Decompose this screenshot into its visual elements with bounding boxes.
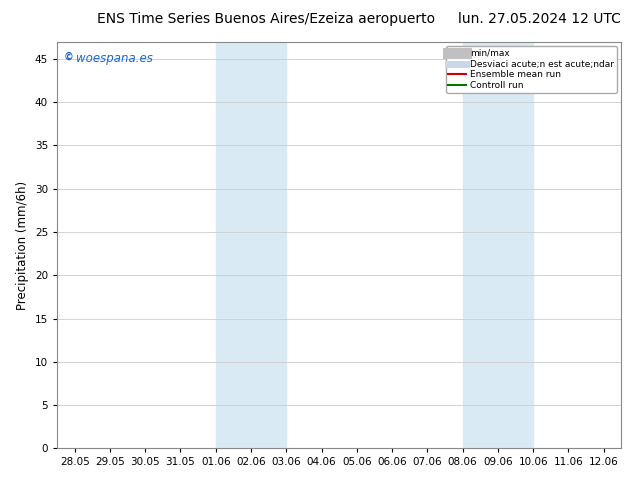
Text: ENS Time Series Buenos Aires/Ezeiza aeropuerto: ENS Time Series Buenos Aires/Ezeiza aero… (97, 12, 436, 26)
Text: ©: © (64, 52, 74, 62)
Text: woespana.es: woespana.es (75, 52, 153, 65)
Bar (216, 42, 287, 448)
Text: lun. 27.05.2024 12 UTC: lun. 27.05.2024 12 UTC (458, 12, 621, 26)
Y-axis label: Precipitation (mm/6h): Precipitation (mm/6h) (16, 180, 29, 310)
Bar (463, 42, 533, 448)
Legend: min/max, Desviaci acute;n est acute;ndar, Ensemble mean run, Controll run: min/max, Desviaci acute;n est acute;ndar… (446, 46, 617, 93)
